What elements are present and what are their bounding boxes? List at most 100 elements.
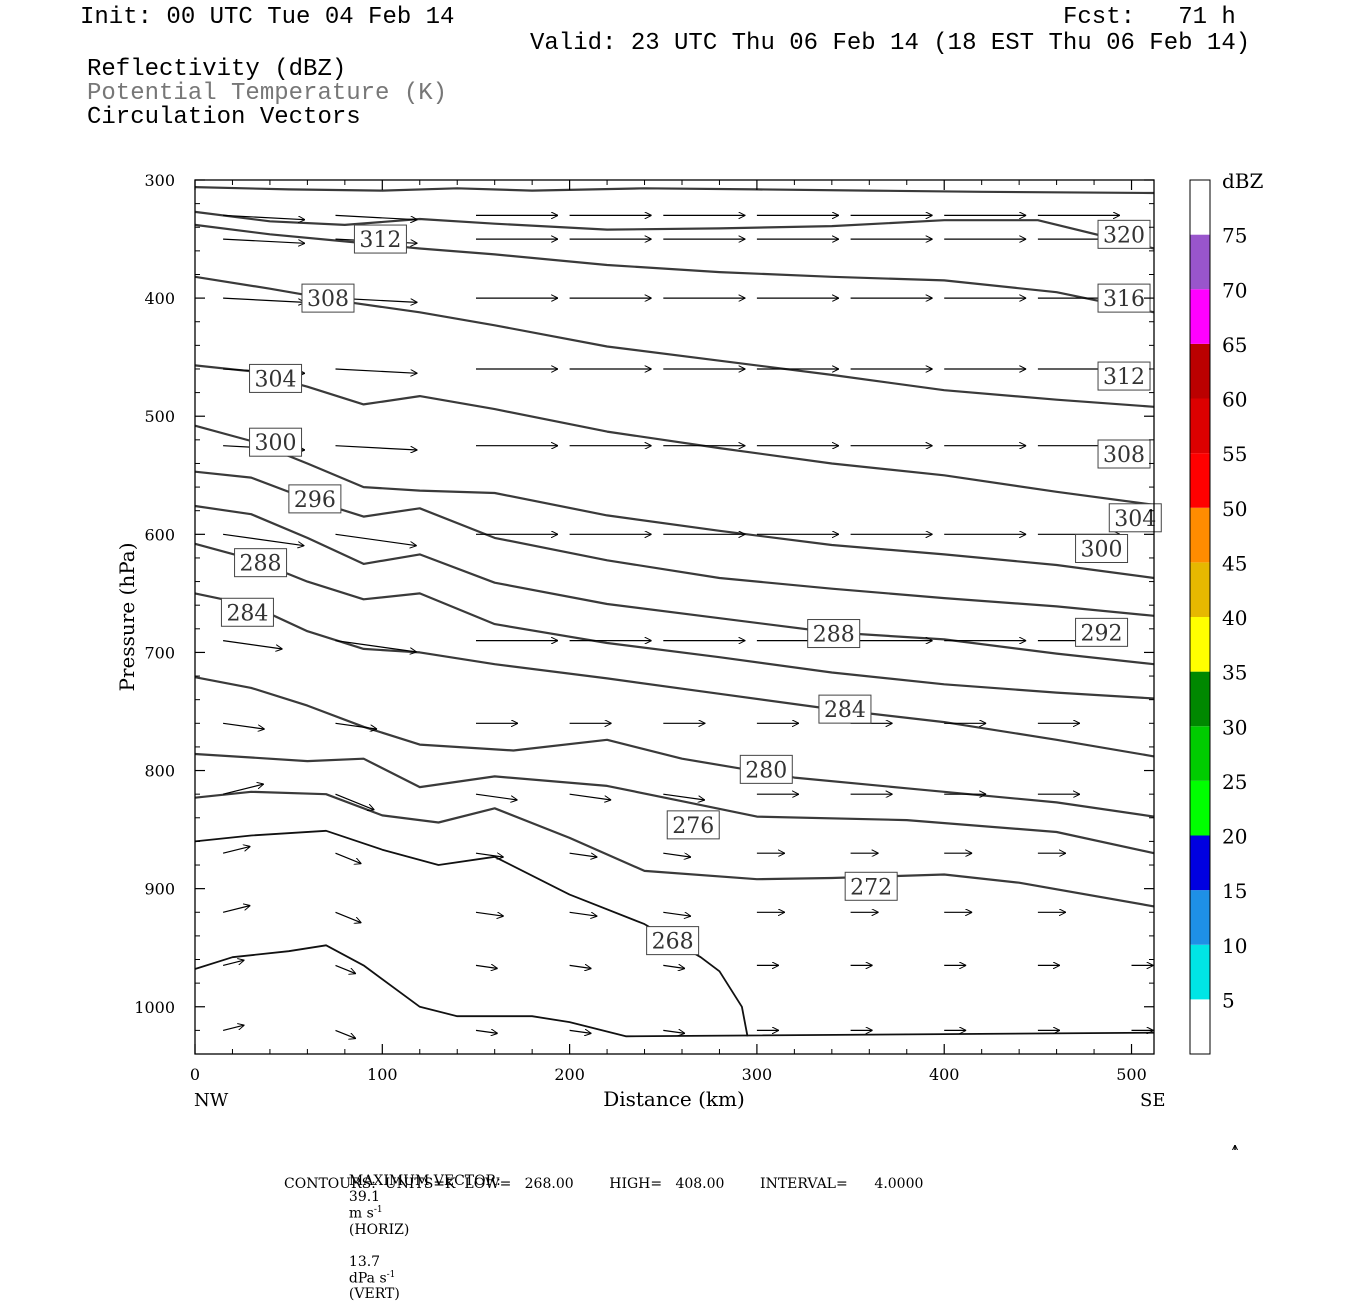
circulation-vector [475,965,498,968]
contour-label-box [288,484,342,514]
circulation-vector [335,964,356,973]
circulation-vector [569,852,598,857]
contour-label: 288 [813,623,855,648]
colorbar-label: 50 [1222,497,1247,521]
contour-label: 300 [1081,537,1123,562]
colorbar-label: 45 [1222,551,1247,575]
circulation-vector [335,722,378,729]
contour-label-box [1097,283,1151,313]
colorbar-swatch [1190,343,1210,399]
vert-exponent: -1 [386,1269,396,1280]
axes: 300 400 500 600 700 800 900 1000 0 100 200 300 400 50… [134,171,1154,1084]
theta-contour-line [194,364,1155,506]
colorbar-label: 65 [1222,333,1247,357]
contour-label-box [234,548,288,578]
x-end-label-right: SE [1140,1090,1165,1111]
circulation-vector [475,852,504,857]
x-tick-label: 100 [367,1065,398,1084]
contour-label: 300 [255,431,297,456]
contour-label-box [739,754,793,784]
circulation-vector [223,722,265,729]
contour-label-box [1097,439,1151,469]
contour-label: 268 [652,930,694,955]
circulation-vector [223,214,305,219]
circulation-vector [335,533,417,545]
circulation-vector [222,906,250,913]
vert-unit: dPa s [348,1270,387,1287]
colorbar-swatch [1190,234,1210,290]
circulation-vector [663,965,685,968]
circulation-vector [663,1030,685,1033]
plot-frame [194,179,1155,1055]
circulation-vectors [222,214,1154,1038]
x-tick-label: 500 [1116,1065,1147,1084]
circulation-vector [223,238,305,243]
horiz-tag: (HORIZ) [348,1221,410,1238]
init-time: Init: 00 UTC Tue 04 Feb 14 [80,4,455,31]
circulation-vector [222,846,250,854]
theta-contour-line [194,592,1155,758]
contour-label: 284 [824,698,866,723]
contour-label-box [666,810,720,840]
contour-label-box [249,363,303,393]
theta-contours [194,186,1155,1038]
max-vector-label: MAXIMUM VECTOR: [348,1173,501,1189]
circulation-vector [335,214,418,219]
colorbar-label: 10 [1222,934,1247,958]
x-tick-label: 200 [554,1065,585,1084]
y-tick-label: 800 [144,762,175,781]
horiz-exponent: -1 [373,1205,383,1215]
contour-label-box [646,926,700,956]
contour-label: 316 [1103,287,1145,312]
circulation-vector [222,960,244,966]
circulation-vector [335,640,417,652]
colorbar-swatch [1190,890,1210,945]
circulation-vector [335,368,418,373]
colorbar-label: 15 [1222,879,1247,903]
y-tick-label: 700 [144,643,175,662]
contour-label: 308 [307,287,349,312]
contour-label-box [220,597,274,627]
colorbar-frame [1189,179,1211,1055]
contours-info: CONTOURS: UNITS=K LOW= 268.00 HIGH= 408.… [284,1176,924,1192]
contour-label: 296 [294,488,336,513]
colorbar-label: 5 [1222,988,1235,1012]
circulation-vector [663,793,705,800]
circulation-vector [475,1030,498,1033]
colorbar-swatch [1190,944,1210,1000]
contour-label-box [353,224,407,254]
colorbar-swatch [1190,398,1210,454]
contour-label-box [1075,617,1129,647]
field-label-potential-temperature: Potential Temperature (K) [87,80,448,107]
contour-label-box [1097,219,1151,249]
contour-label: 308 [1103,443,1145,468]
colorbar-label: 25 [1222,770,1247,794]
circulation-vector [335,1029,356,1038]
theta-contour-line [194,210,1155,250]
colorbar-swatch [1190,289,1210,344]
circulation-vector [569,793,612,800]
colorbar-label: 35 [1222,661,1247,685]
x-end-label-left: NW [194,1090,229,1111]
contour-label: 276 [672,814,714,839]
contour-label-box [844,871,898,901]
reference-vector-icon [1141,1145,1235,1150]
contour-label: 320 [1103,223,1145,248]
contour-label-box [818,694,872,724]
theta-contour-line [194,752,1155,855]
colorbar-swatch [1190,726,1210,781]
x-tick-label: 400 [929,1065,960,1084]
theta-contour-line [194,790,1155,908]
colorbar-swatch [1190,617,1210,672]
theta-contour-line [194,504,1155,666]
contour-label: 292 [1081,621,1123,646]
contour-label-box [1075,533,1129,563]
circulation-vector [663,852,691,857]
circulation-vector [663,911,691,916]
circulation-vector [223,297,305,302]
contour-label: 304 [255,367,297,392]
contour-label-box [249,427,303,457]
colorbar-swatch [1190,835,1210,891]
circulation-vector [335,793,375,810]
colorbar-swatch [1190,780,1210,836]
